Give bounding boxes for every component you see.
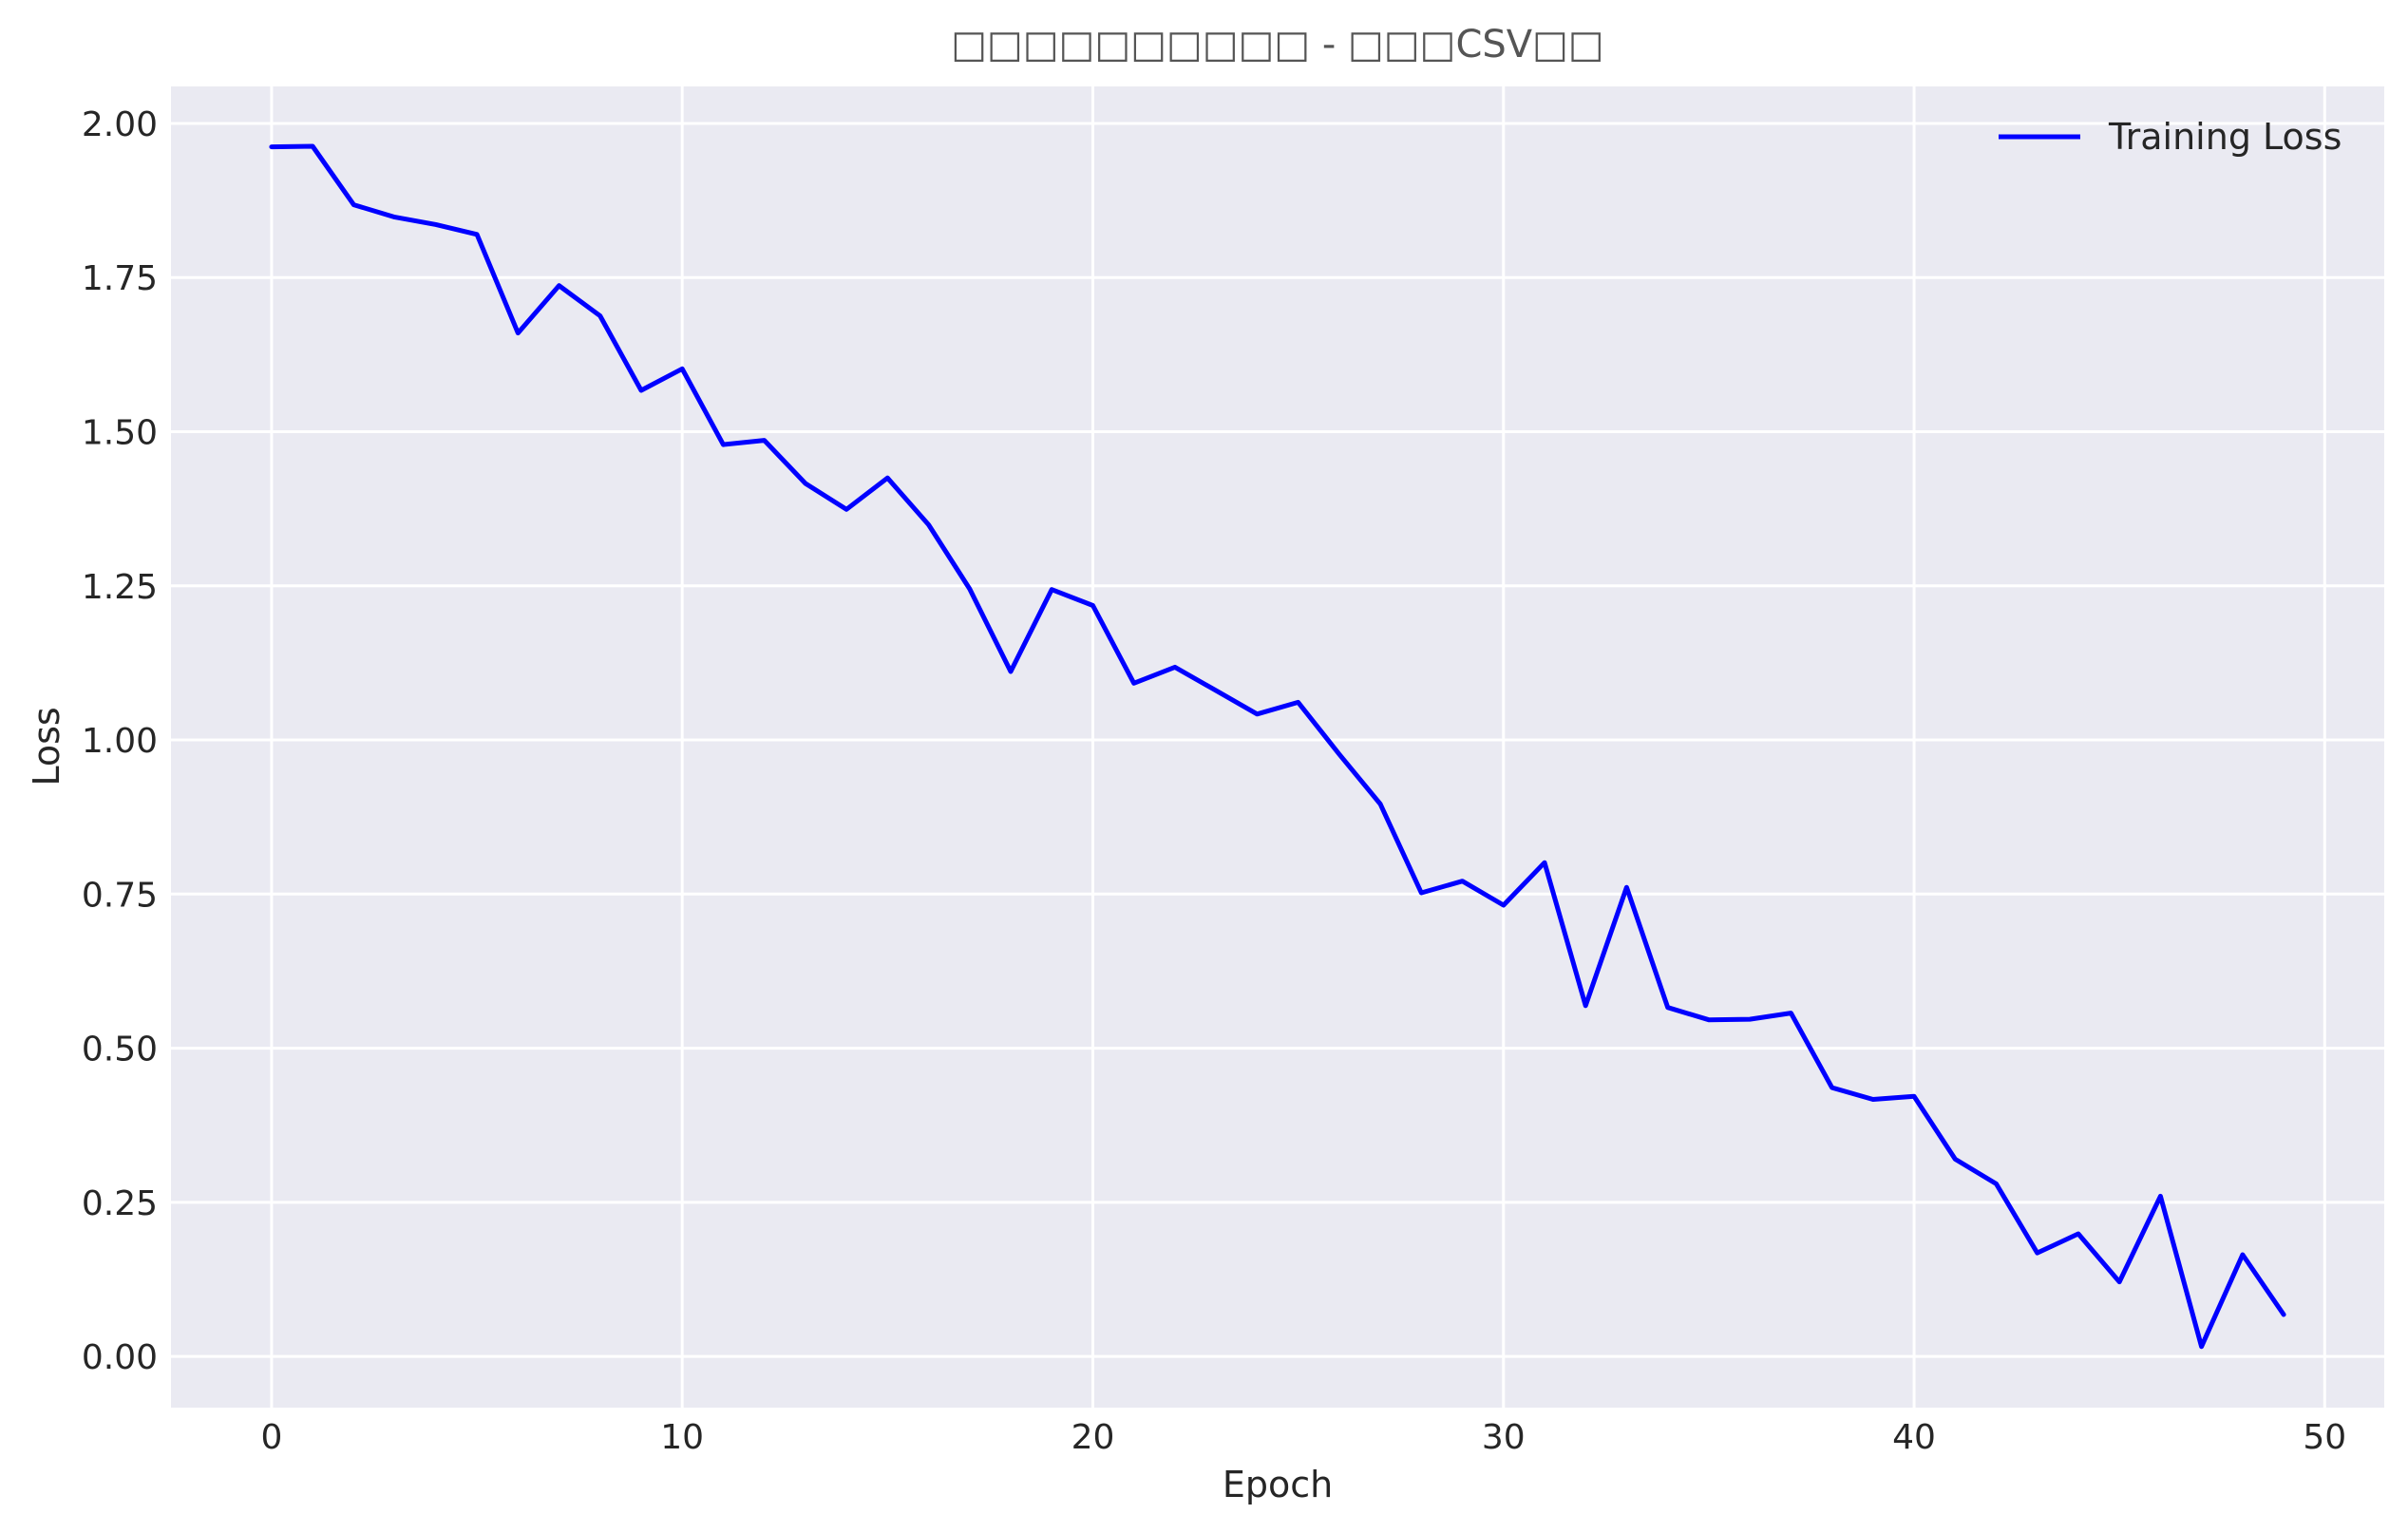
plot-area xyxy=(171,86,2384,1408)
y-tick-label: 1.50 xyxy=(82,413,158,452)
x-axis-title: Epoch xyxy=(1223,1464,1333,1505)
series-line-training-loss xyxy=(269,143,2286,1350)
x-tick-label: 50 xyxy=(2303,1418,2346,1457)
x-tick-label: 40 xyxy=(1892,1418,1936,1457)
chart-title: □□□□□□□□□□ - □□□CSV□□ xyxy=(951,23,1603,66)
y-tick-label: 1.25 xyxy=(82,568,158,607)
y-tick-labels: 0.00 0.25 0.50 0.75 1.00 1.25 1.50 1.75 2.00 xyxy=(82,105,158,1377)
y-tick-label: 1.75 xyxy=(82,259,158,298)
x-tick-labels: 0 10 20 30 40 50 xyxy=(260,1418,2346,1457)
y-tick-label: 2.00 xyxy=(82,105,158,144)
y-tick-label: 0.75 xyxy=(82,876,158,915)
legend: Training Loss xyxy=(1999,116,2342,158)
y-tick-label: 0.00 xyxy=(82,1338,158,1377)
y-tick-label: 0.50 xyxy=(82,1031,158,1069)
x-tick-label: 0 xyxy=(260,1418,282,1457)
x-tick-label: 30 xyxy=(1482,1418,1526,1457)
y-tick-label: 1.00 xyxy=(82,722,158,761)
x-tick-label: 10 xyxy=(660,1418,704,1457)
series-group xyxy=(269,143,2286,1350)
grid-lines xyxy=(171,86,2384,1408)
y-tick-label: 0.25 xyxy=(82,1184,158,1223)
y-axis-title: Loss xyxy=(26,707,67,785)
x-tick-label: 20 xyxy=(1071,1418,1115,1457)
legend-label-training-loss: Training Loss xyxy=(2108,116,2342,158)
